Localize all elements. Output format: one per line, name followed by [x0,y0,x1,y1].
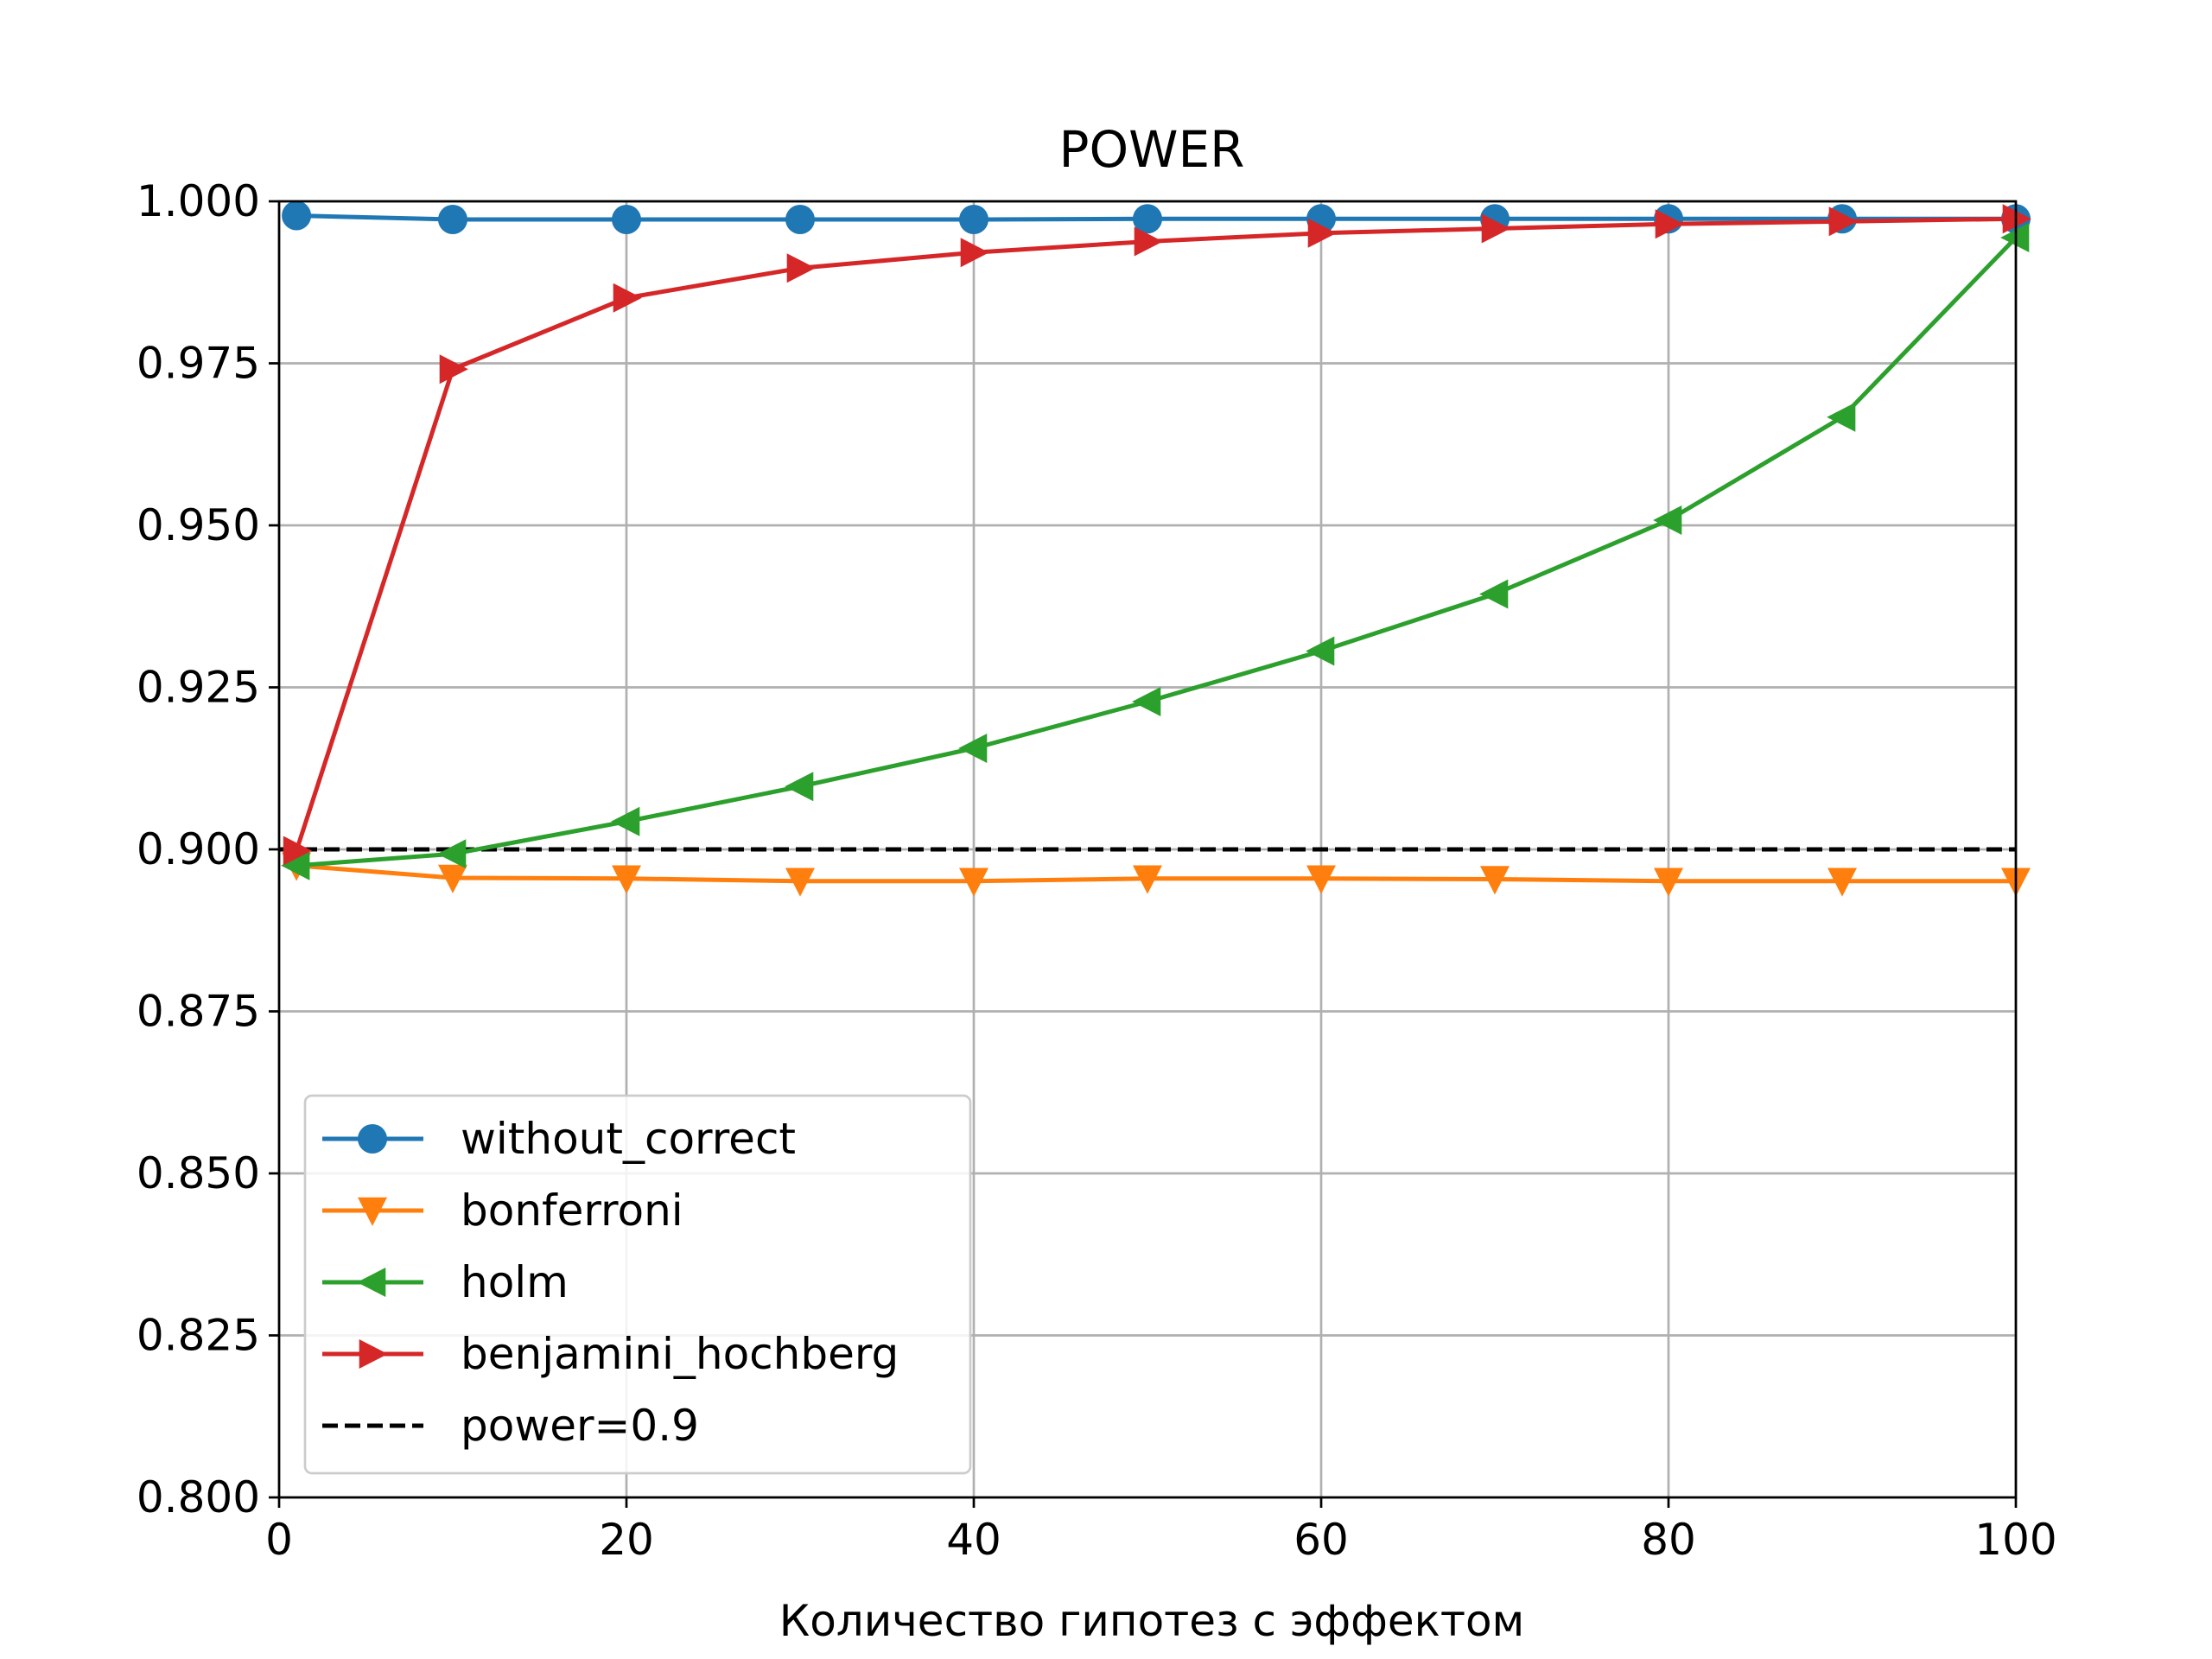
y-tick-label: 0.875 [137,987,260,1037]
y-tick-label: 0.900 [137,824,260,874]
legend-entry: holm [322,1257,569,1307]
ticks: 0 20 40 60 80 100 0.800 0.825 0.850 0.875 0.900 0.9… [137,176,2057,1565]
data-point-benjamini_hochberg [613,283,642,313]
data-point-benjamini_hochberg [1828,207,1858,237]
data-point-without_correct [438,205,467,234]
data-point-without_correct [959,205,988,234]
data-point-without_correct [282,200,312,231]
series-benjamini_hochberg [283,204,2031,866]
data-point-benjamini_hochberg [960,238,989,268]
legend-label: benjamini_hochberg [461,1329,899,1379]
legend-label: power=0.9 [461,1401,699,1451]
legend-box [303,1094,972,1475]
x-tick-label: 60 [1294,1515,1349,1565]
data-point-without_correct [1133,204,1162,234]
legend-marker [359,1339,388,1369]
legend: without_correct bonferroni holm benjamini_h… [303,1094,972,1475]
data-point-bonferroni [1133,865,1162,894]
data-point-benjamini_hochberg [1307,218,1337,248]
data-point-holm [611,806,640,836]
legend-marker [358,1124,387,1154]
data-point-bonferroni [1827,868,1857,897]
x-axis-label: Количество гипотез с эффектом [779,1596,1525,1646]
data-point-holm [437,839,467,869]
data-point-without_correct [785,205,815,234]
legend-label: holm [461,1257,569,1307]
data-point-benjamini_hochberg [1655,209,1684,239]
data-point-holm [1479,579,1509,609]
legend-entry: bonferroni [322,1185,683,1236]
legend-entry: benjamini_hochberg [322,1329,899,1379]
legend-marker [358,1197,387,1226]
x-tick-label: 100 [1974,1515,2056,1565]
legend-marker [357,1268,386,1297]
legend-entry: power=0.9 [322,1401,699,1451]
data-point-holm [1306,636,1335,666]
series-bonferroni [282,852,2031,897]
data-point-bonferroni [612,865,641,894]
data-point-benjamini_hochberg [439,354,468,385]
y-tick-label: 0.825 [137,1311,260,1361]
data-point-holm [785,772,814,802]
data-point-bonferroni [1306,865,1336,894]
y-tick-label: 0.975 [137,339,260,389]
data-point-without_correct [612,205,641,234]
data-point-bonferroni [438,864,467,893]
y-tick-label: 0.800 [137,1472,260,1522]
data-point-benjamini_hochberg [1481,213,1510,244]
data-point-bonferroni [959,868,988,897]
data-point-bonferroni [1654,868,1683,897]
legend-label: without_correct [461,1114,796,1164]
x-tick-label: 20 [599,1515,654,1565]
data-point-benjamini_hochberg [786,253,816,283]
data-point-holm [1653,505,1682,535]
x-tick-label: 80 [1641,1515,1696,1565]
x-tick-label: 0 [265,1515,293,1565]
data-point-bonferroni [1480,866,1510,895]
data-point-holm [1827,402,1856,432]
x-tick-label: 40 [946,1515,1001,1565]
series-layer [281,200,2031,897]
y-tick-label: 0.850 [137,1148,260,1198]
y-tick-label: 0.925 [137,663,260,713]
y-tick-label: 1.000 [137,176,260,226]
data-point-holm [1132,687,1161,716]
data-point-benjamini_hochberg [1134,226,1163,257]
data-point-benjamini_hochberg [283,836,312,866]
chart-title: POWER [1059,120,1245,179]
y-tick-label: 0.950 [137,500,260,550]
data-point-holm [281,850,310,880]
data-point-bonferroni [785,868,815,897]
legend-label: bonferroni [461,1185,683,1236]
legend-entry: without_correct [322,1114,796,1164]
data-point-holm [958,734,988,763]
